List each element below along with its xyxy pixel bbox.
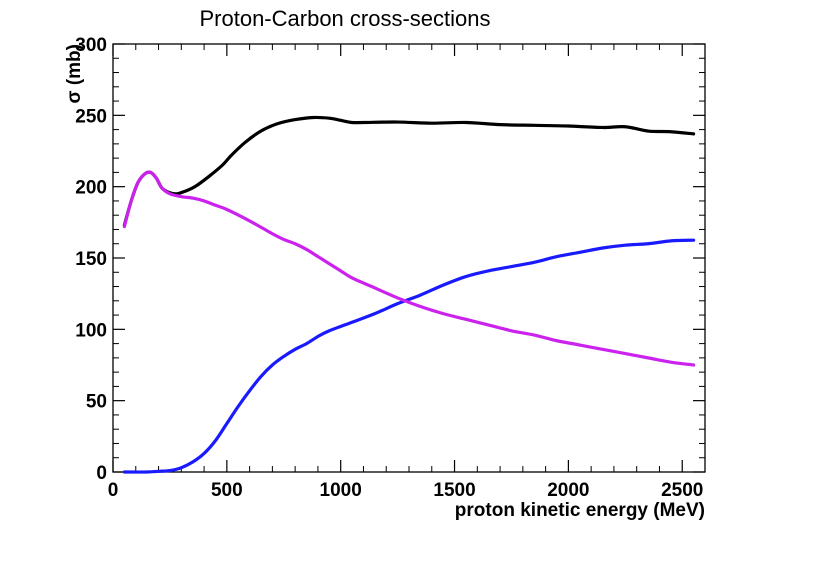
y-tick-label: 100 — [75, 320, 107, 341]
series-line-inelastic — [122, 238, 696, 474]
y-tick-label: 50 — [86, 392, 107, 413]
x-tick-label: 0 — [108, 480, 119, 501]
series-line-total — [122, 115, 696, 227]
plot-area: 0 500 1000 1500 2000 2500 0 50 100 150 200 250 300 — [75, 35, 706, 501]
y-tick-label: 250 — [75, 106, 107, 127]
x-tick-label: 2500 — [661, 480, 703, 501]
x-tick-label: 1000 — [320, 480, 362, 501]
y-tick-label: 300 — [75, 35, 107, 56]
series-layer — [122, 115, 696, 474]
y-tick-label: 150 — [75, 249, 107, 270]
chart-title: Proton-Carbon cross-sections — [199, 6, 490, 31]
y-tick-label: 200 — [75, 178, 107, 199]
y-axis-label: σ (mb) — [64, 44, 85, 103]
plot-frame — [112, 43, 706, 473]
x-tick-label: 500 — [211, 480, 243, 501]
y-tick-label: 0 — [96, 463, 107, 484]
x-tick-label: 1500 — [433, 480, 475, 501]
x-axis-ticks: 0 500 1000 1500 2000 2500 — [108, 44, 706, 501]
x-tick-label: 2000 — [547, 480, 589, 501]
x-axis-label: proton kinetic energy (MeV) — [455, 500, 705, 521]
series-line-elastic — [122, 170, 696, 367]
y-axis-ticks: 0 50 100 150 200 250 300 — [75, 35, 705, 484]
